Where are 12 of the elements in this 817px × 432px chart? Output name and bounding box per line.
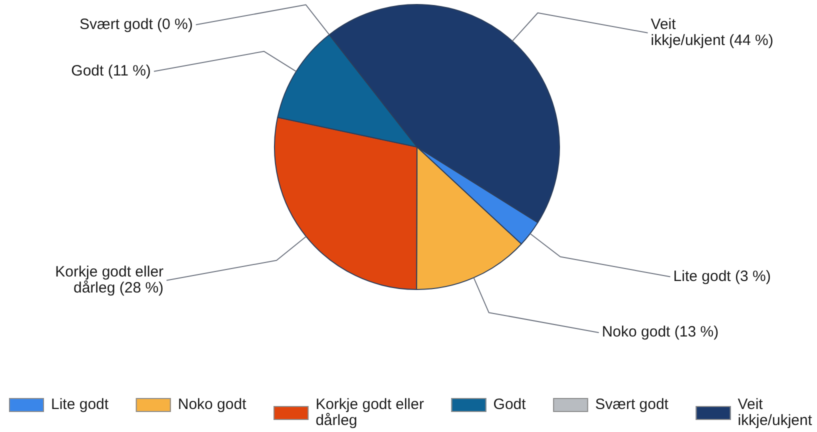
legend-label: Godt — [493, 396, 527, 414]
legend-label: Noko godt — [178, 396, 248, 414]
category-label: Korkje godt eller dårleg (28 %) — [55, 264, 164, 297]
legend-label: Lite godt — [51, 396, 110, 414]
category-label: Noko godt (13 %) — [602, 324, 719, 341]
legend-label: Svært godt — [595, 396, 670, 414]
category-label: Lite godt (3 %) — [673, 268, 771, 285]
category-label: Veit ikkje/ukjent (44 %) — [650, 16, 774, 50]
legend-label: Korkje godt eller dårleg — [316, 396, 424, 430]
legend-label: Veit ikkje/ukjent — [738, 396, 813, 430]
category-label: Godt (11 %) — [71, 62, 151, 80]
category-label: Svært godt (0 %) — [80, 16, 193, 33]
